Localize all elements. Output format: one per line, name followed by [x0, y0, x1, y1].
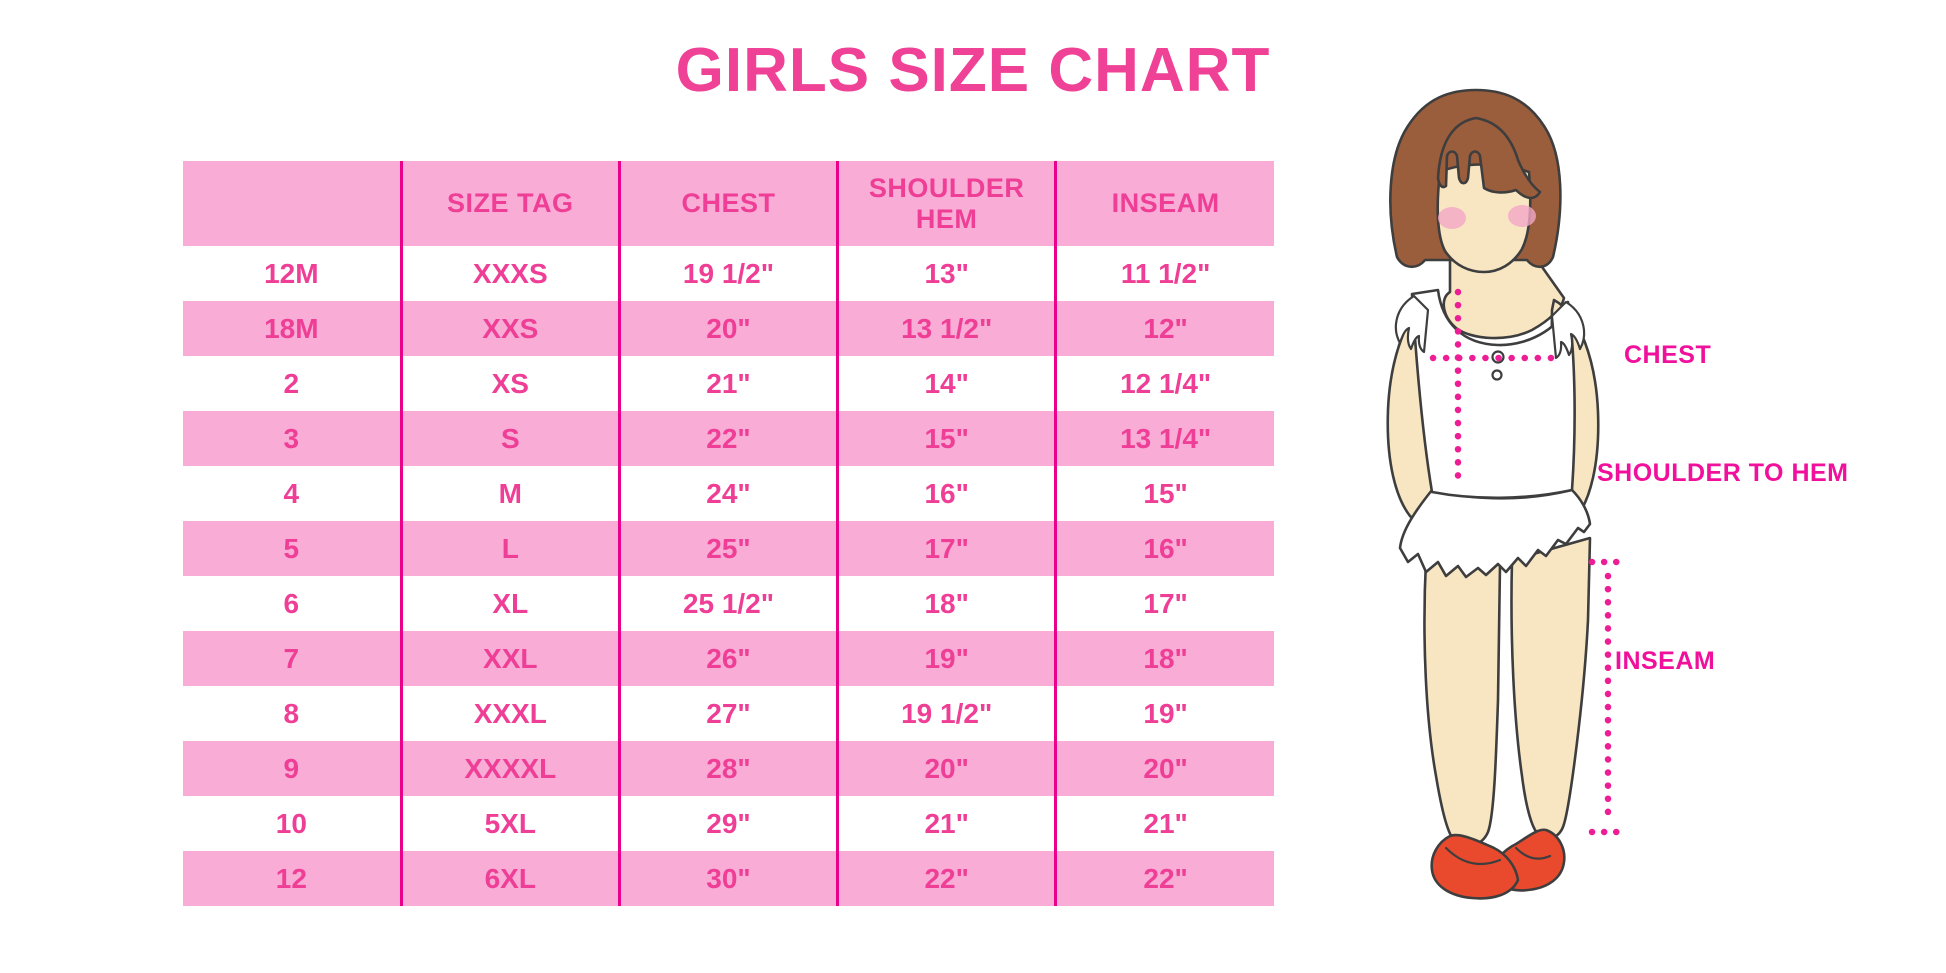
table-cell: 11 1/2"	[1054, 246, 1274, 301]
size-column-header	[183, 161, 402, 246]
size-cell: 4	[283, 477, 300, 509]
button	[1491, 369, 1503, 381]
size-cell: 3	[183, 411, 402, 466]
table-cell: 28"	[617, 741, 838, 796]
shoulder-to-hem-label: SHOULDER TO HEM	[1597, 459, 1849, 487]
table-cell: XS	[399, 356, 620, 411]
table-cell: 27"	[617, 686, 838, 741]
table-cell: 21"	[1054, 796, 1274, 851]
table-row: 3 S 22" 15" 13 1/4"	[183, 411, 1274, 466]
table-cell: S	[399, 411, 620, 466]
inseam-measure-line	[1588, 558, 1622, 836]
table-cell: 21"	[617, 356, 838, 411]
table-row: 8 XXXL 27" 19 1/2" 19"	[183, 686, 1274, 741]
size-cell: 2	[283, 367, 300, 399]
table-cell: 19 1/2"	[836, 686, 1056, 741]
table-cell: XXXXL	[399, 741, 620, 796]
right-blush	[1508, 205, 1536, 227]
table-cell: 30"	[617, 851, 838, 906]
table-cell: 24"	[617, 466, 838, 521]
table-cell: 21"	[836, 796, 1056, 851]
left-sleeve-ruffle	[1394, 294, 1430, 354]
table-cell: 19"	[1054, 686, 1274, 741]
table-row: 12M XXXS 19 1/2" 13" 11 1/2"	[183, 246, 1274, 301]
girl-shoes	[1430, 828, 1566, 900]
table-cell: 15"	[1054, 466, 1274, 521]
table-cell: 22"	[836, 851, 1056, 906]
table-cell: 19"	[836, 631, 1056, 686]
table-cell: 12"	[1054, 301, 1274, 356]
table-cell: 29"	[617, 796, 838, 851]
table-cell: 13"	[836, 246, 1056, 301]
girl-top	[1394, 288, 1586, 500]
table-body: 12M XXXS 19 1/2" 13" 11 1/2" 18M XXS 20" 13 1/2"…	[183, 246, 1274, 906]
page-title: GIRLS SIZE CHART	[675, 36, 1271, 105]
table-row: 4 M 24" 16" 15"	[183, 466, 1274, 521]
table-row: 12 6XL 30" 22" 22"	[183, 851, 1274, 906]
size-cell: 8	[283, 697, 300, 729]
table-cell: 5XL	[399, 796, 620, 851]
table-cell: 13 1/4"	[1054, 411, 1274, 466]
size-cell: 10	[275, 807, 307, 839]
table-cell: XXL	[399, 631, 620, 686]
table-row: 2 XS 21" 14" 12 1/4"	[183, 356, 1274, 411]
size-cell: 12	[183, 851, 402, 906]
table-cell: 20"	[617, 301, 838, 356]
table-cell: 22"	[1054, 851, 1274, 906]
girl-bangs	[1436, 116, 1542, 200]
size-chart-table: SIZE TAG CHEST SHOULDER HEM INSEAM 12M XXXS 1…	[183, 161, 1274, 906]
size-cell: 18M	[183, 301, 402, 356]
table-cell: XXXL	[399, 686, 620, 741]
table-cell: 17"	[836, 521, 1056, 576]
table-cell: 16"	[836, 466, 1056, 521]
table-cell: XXXS	[399, 246, 620, 301]
table-cell: M	[399, 466, 620, 521]
table-cell: XXS	[399, 301, 620, 356]
column-header: CHEST	[617, 161, 838, 246]
table-row: 5 L 25" 17" 16"	[183, 521, 1274, 576]
size-cell: 9	[183, 741, 402, 796]
left-blush	[1438, 207, 1466, 229]
size-cell: 6	[283, 587, 300, 619]
column-header: SHOULDER HEM	[836, 161, 1056, 246]
table-cell: 18"	[1054, 631, 1274, 686]
header-row: SIZE TAG CHEST SHOULDER HEM INSEAM	[183, 161, 1274, 246]
table-cell: 20"	[1054, 741, 1274, 796]
girl-legs	[1423, 536, 1592, 847]
table-cell: L	[399, 521, 620, 576]
size-cell: 5	[183, 521, 402, 576]
girl-measurement-illustration	[1386, 88, 1622, 900]
table-cell: XL	[399, 576, 620, 631]
table-cell: 19 1/2"	[617, 246, 838, 301]
inseam-label: INSEAM	[1615, 647, 1716, 675]
table-row: 18M XXS 20" 13 1/2" 12"	[183, 301, 1274, 356]
table-row: 6 XL 25 1/2" 18" 17"	[183, 576, 1274, 631]
size-cell: 7	[183, 631, 402, 686]
table-cell: 25 1/2"	[617, 576, 838, 631]
table-row: 7 XXL 26" 19" 18"	[183, 631, 1274, 686]
table-row: 9 XXXXL 28" 20" 20"	[183, 741, 1274, 796]
column-header: INSEAM	[1054, 161, 1274, 246]
table-cell: 6XL	[399, 851, 620, 906]
table-cell: 15"	[836, 411, 1056, 466]
table-cell: 25"	[617, 521, 838, 576]
table-cell: 12 1/4"	[1054, 356, 1274, 411]
table-cell: 20"	[836, 741, 1056, 796]
column-header: SIZE TAG	[399, 161, 620, 246]
chest-label: CHEST	[1624, 341, 1712, 369]
table-cell: 13 1/2"	[836, 301, 1056, 356]
table-cell: 14"	[836, 356, 1056, 411]
table-cell: 26"	[617, 631, 838, 686]
table-cell: 18"	[836, 576, 1056, 631]
table-cell: 22"	[617, 411, 838, 466]
right-sleeve-ruffle	[1550, 300, 1586, 360]
size-cell: 12M	[264, 257, 319, 289]
table-cell: 16"	[1054, 521, 1274, 576]
table-cell: 17"	[1054, 576, 1274, 631]
table-row: 10 5XL 29" 21" 21"	[183, 796, 1274, 851]
table-header: SIZE TAG CHEST SHOULDER HEM INSEAM	[183, 161, 1274, 246]
